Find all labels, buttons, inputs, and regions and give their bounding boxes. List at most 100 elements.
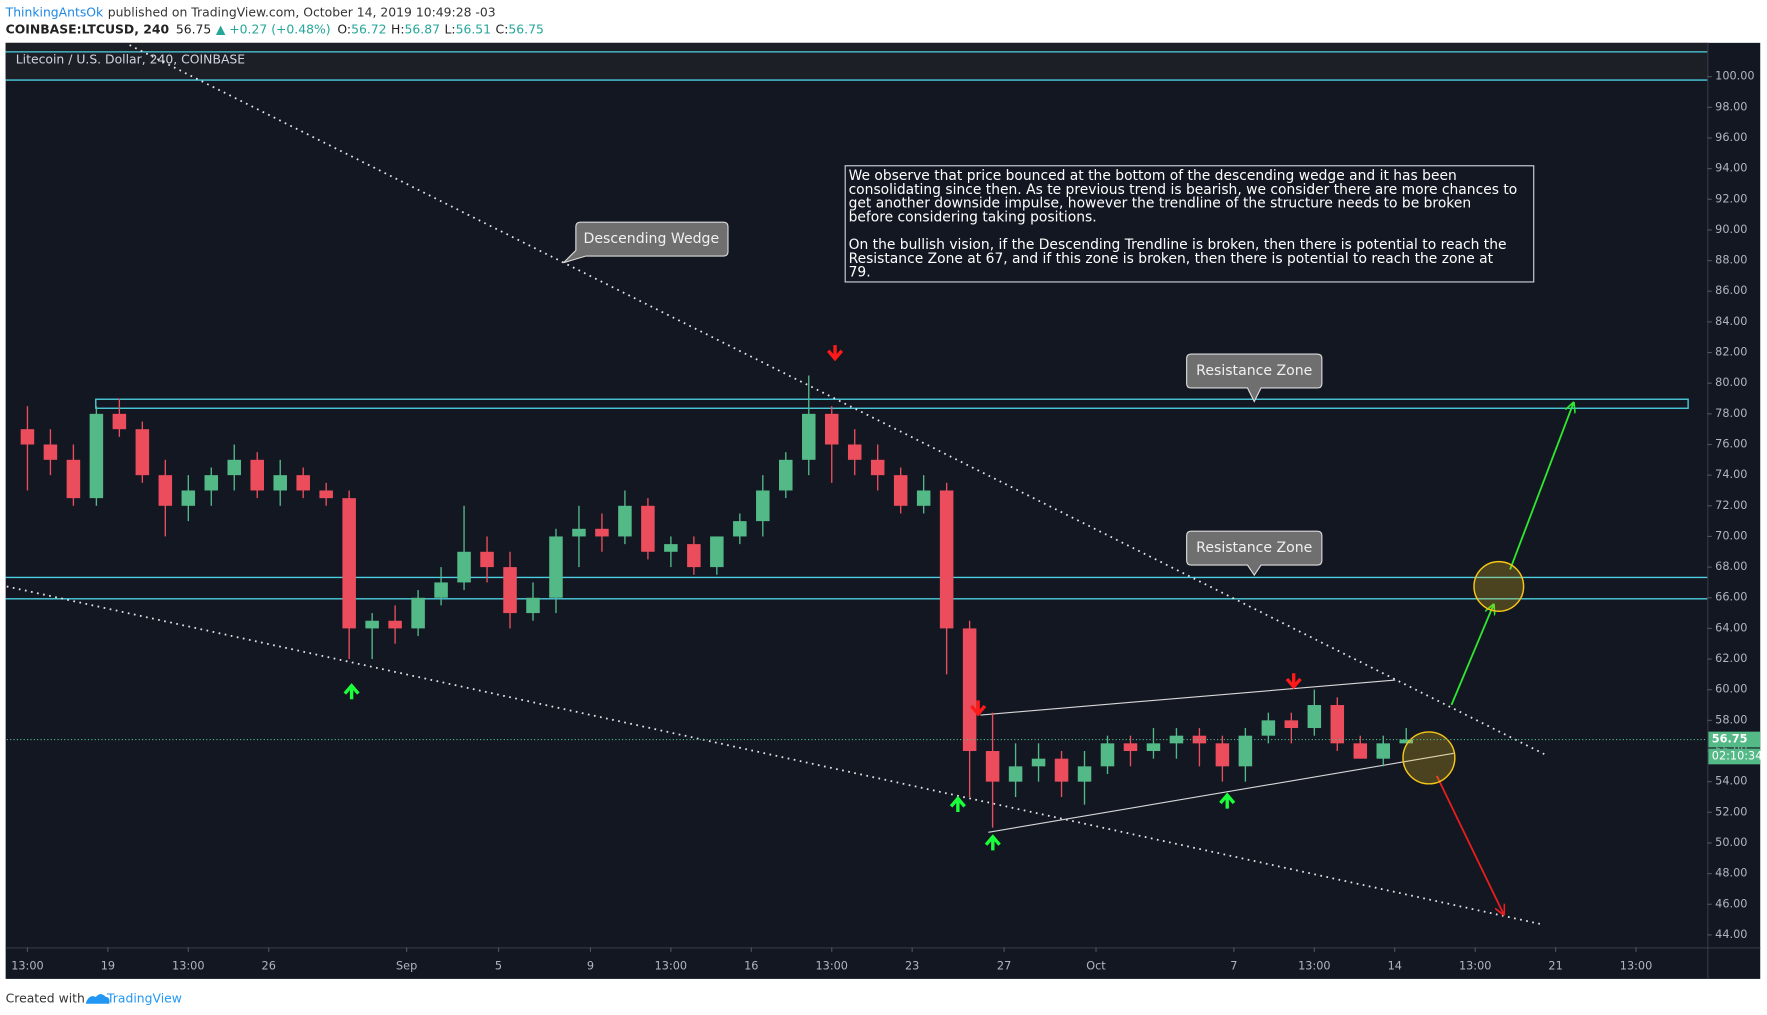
y-tick-label: 44.00: [1715, 928, 1747, 941]
candle-body: [962, 628, 977, 752]
candle-body: [1031, 758, 1046, 767]
callout-bubble: [1186, 530, 1323, 577]
callout: Resistance Zone: [1186, 530, 1323, 577]
ohlc-key: H:: [391, 21, 404, 36]
footer-brand[interactable]: TradingView: [106, 991, 182, 1006]
x-tick-label: 14: [1388, 960, 1402, 973]
last-price-label: 56.75: [1712, 733, 1748, 746]
y-tick-label: 90.00: [1715, 223, 1747, 236]
ohlc-key: O:: [337, 21, 351, 36]
candle-body: [204, 475, 219, 491]
axes: 44.0046.0048.0050.0052.0054.0056.0058.00…: [6, 70, 1762, 973]
x-tick-label: 16: [744, 960, 758, 973]
candle-body: [158, 475, 173, 506]
note-line: 79.: [849, 265, 871, 281]
note-line: get another downside impulse, however th…: [849, 196, 1472, 212]
x-tick-label: 13:00: [1620, 960, 1652, 973]
target-circle: [1473, 560, 1525, 612]
y-tick-label: 94.00: [1715, 162, 1747, 175]
candle-body: [1169, 735, 1184, 744]
x-tick-label: 13:00: [172, 960, 204, 973]
y-tick-label: 48.00: [1715, 867, 1747, 880]
candle-body: [388, 620, 402, 629]
bear-arrow: [1436, 775, 1503, 914]
y-tick-label: 72.00: [1715, 499, 1747, 512]
ohlc-key: C:: [496, 21, 509, 36]
ohlc-value: 56.75: [508, 21, 543, 36]
note-text: We observe that price bounced at the bot…: [849, 168, 1518, 281]
header-line-2: COINBASE:LTCUSD, 240 56.75 ▲ +0.27 (+0.48%…: [6, 21, 544, 36]
bull-arrow: [1450, 606, 1493, 706]
candle-body: [434, 582, 448, 598]
candle-body: [1100, 743, 1115, 767]
y-tick-label: 84.00: [1715, 315, 1747, 328]
symbol: COINBASE:LTCUSD, 240: [6, 21, 170, 36]
candle-body: [893, 475, 908, 506]
candle-body: [549, 536, 563, 598]
note-line: consolidating since then. As te previous…: [849, 182, 1518, 198]
x-tick-label: 26: [262, 960, 276, 973]
channel-bottom: [988, 752, 1454, 833]
candle-body: [1008, 766, 1023, 782]
candle-body: [89, 413, 104, 499]
y-tick-label: 70.00: [1715, 529, 1747, 542]
candle-body: [687, 544, 701, 568]
candle-body: [779, 459, 793, 491]
callout-label: Resistance Zone: [1196, 540, 1312, 556]
y-tick-label: 62.00: [1715, 652, 1747, 665]
candle-body: [365, 620, 379, 629]
ohlc-value: 56.87: [405, 21, 440, 36]
candle-body: [664, 544, 678, 552]
ohlc-value: 56.72: [351, 21, 386, 36]
candle-body: [618, 505, 632, 537]
y-tick-label: 76.00: [1715, 437, 1747, 450]
x-tick-label: 13:00: [655, 960, 687, 973]
candle-body: [227, 459, 242, 476]
candle-body: [847, 444, 862, 460]
x-tick-label: 27: [997, 960, 1011, 973]
y-tick-label: 58.00: [1715, 713, 1747, 726]
candle-body: [824, 413, 839, 445]
callout-bubble: [1186, 353, 1323, 403]
candle-body: [503, 567, 517, 614]
candle-body: [1077, 766, 1092, 782]
callout: Descending Wedge: [563, 221, 729, 264]
candle-body: [710, 536, 724, 568]
note-line: before considering taking positions.: [849, 210, 1097, 226]
candle-body: [250, 459, 265, 491]
x-tick-label: 13:00: [1459, 960, 1491, 973]
y-tick-label: 50.00: [1715, 836, 1747, 849]
y-tick-label: 80.00: [1715, 376, 1747, 389]
callout-label: Descending Wedge: [584, 231, 720, 247]
callout-bubble: [563, 221, 729, 264]
y-tick-label: 52.00: [1715, 805, 1747, 818]
candle-body: [342, 498, 356, 629]
x-tick-label: 23: [905, 960, 919, 973]
candle-body: [20, 429, 35, 445]
brand-logo: [85, 994, 110, 1004]
y-tick-label: 68.00: [1715, 560, 1747, 573]
candle-body: [801, 413, 816, 460]
author[interactable]: ThinkingAntsOk: [5, 4, 104, 19]
y-tick-label: 64.00: [1715, 621, 1747, 634]
candle-body: [181, 490, 196, 506]
note-line: We observe that price bounced at the bot…: [849, 168, 1457, 184]
channel-top: [980, 679, 1396, 716]
candle-body: [870, 459, 885, 476]
candle-body: [1307, 705, 1322, 729]
x-tick-label: 19: [101, 960, 115, 973]
x-tick-label: 13:00: [11, 960, 43, 973]
header-line-1: ThinkingAntsOk published on TradingView.c…: [5, 4, 496, 19]
footer-text: Created with: [6, 991, 85, 1006]
candle-body: [319, 490, 333, 499]
y-tick-label: 78.00: [1715, 407, 1747, 420]
y-tick-label: 96.00: [1715, 131, 1747, 144]
candle-body: [1261, 720, 1276, 736]
candle-body: [916, 490, 931, 506]
x-tick-label: 9: [587, 960, 594, 973]
target-circle: [1402, 731, 1456, 785]
candle-body: [1353, 743, 1368, 759]
candle-body: [595, 528, 609, 537]
chart-title: Litecoin / U.S. Dollar, 240, COINBASE: [16, 51, 245, 66]
candle-body: [1123, 743, 1138, 752]
